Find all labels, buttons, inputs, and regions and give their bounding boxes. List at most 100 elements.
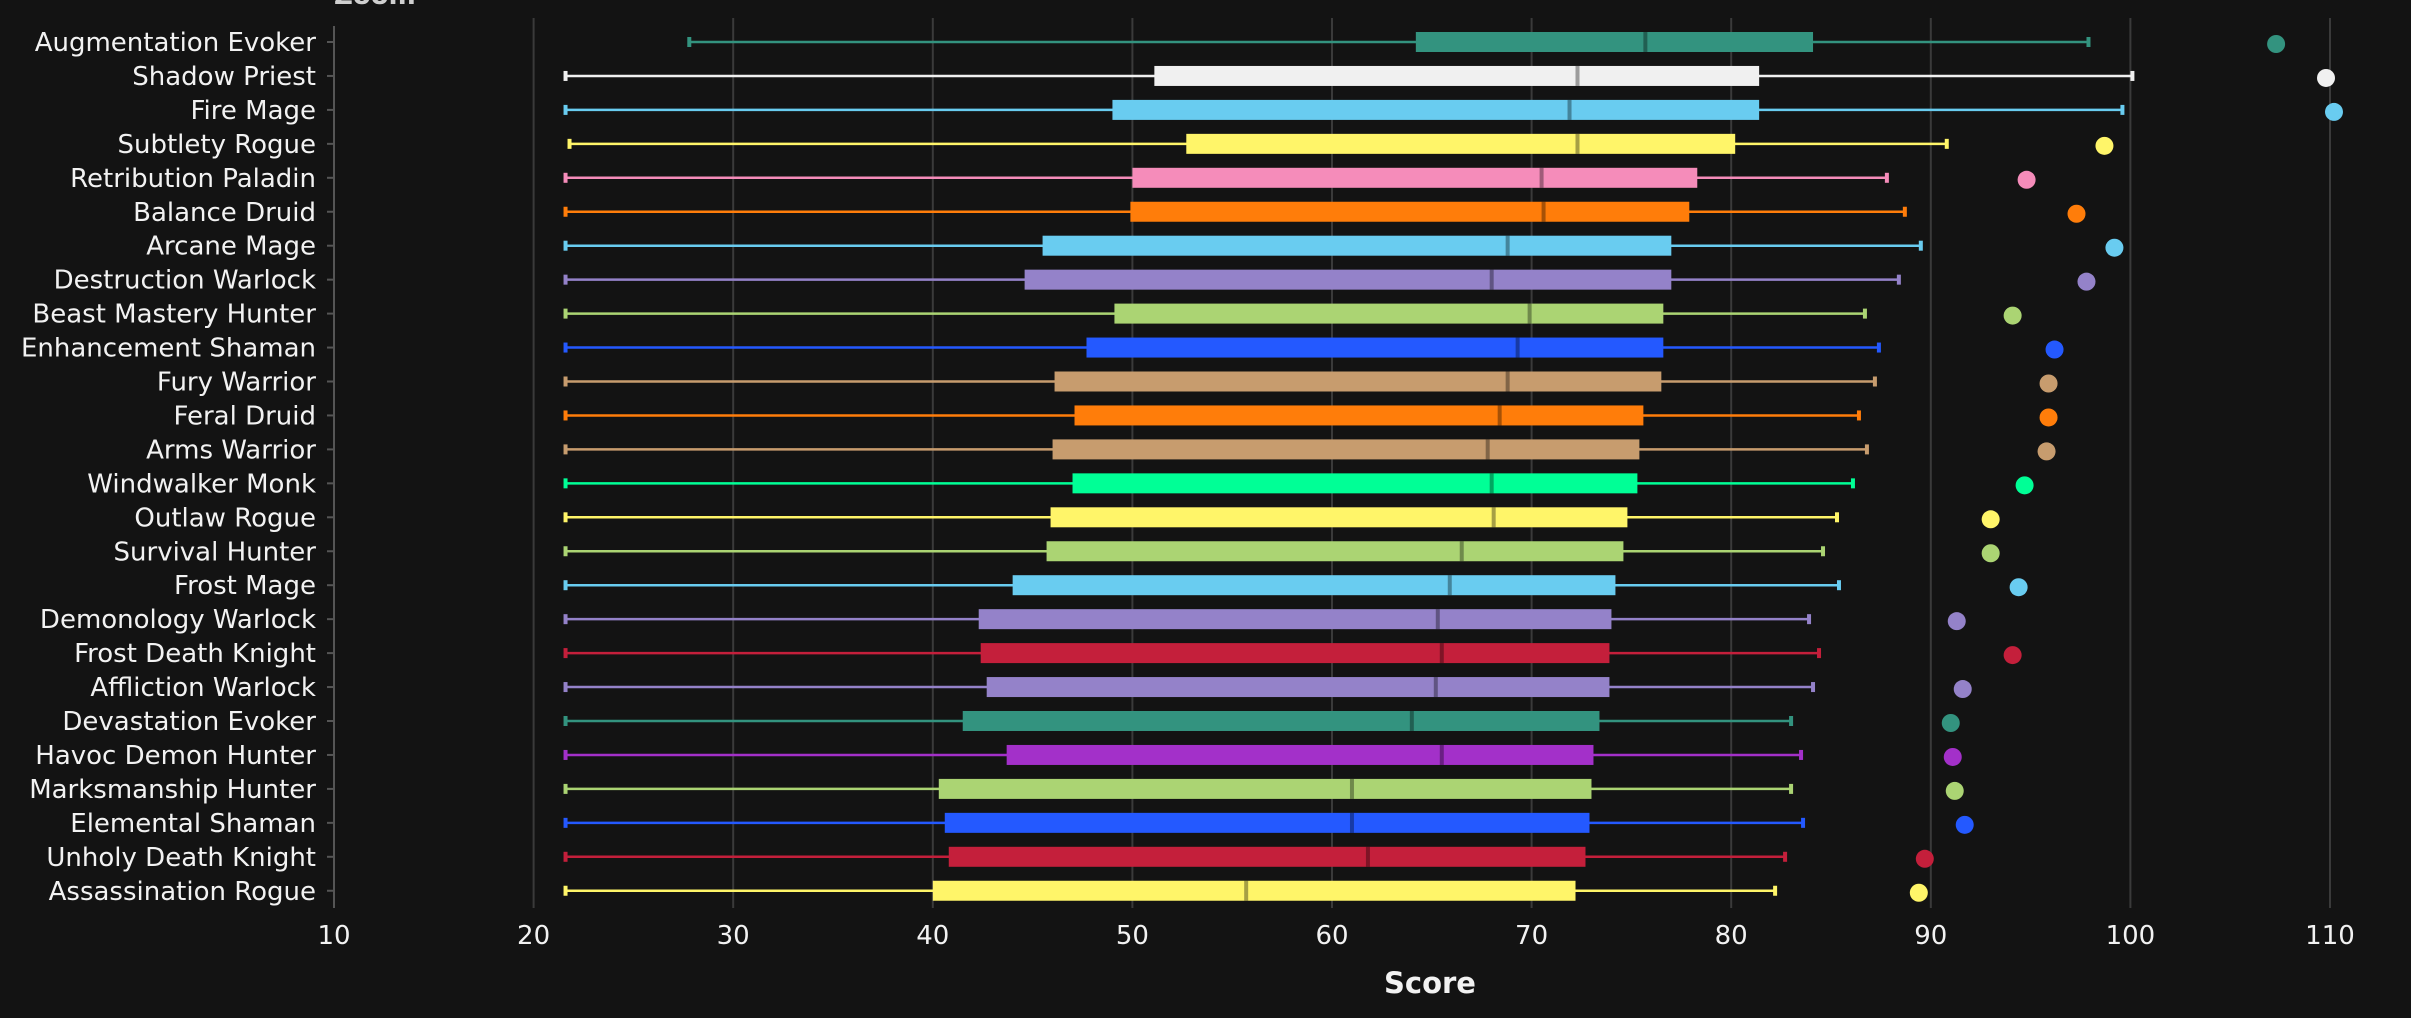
iqr-box-assassination-rogue [932, 880, 1576, 901]
outlier-point-assassination-rogue [1909, 883, 1928, 902]
category-label-shadow-priest: Shadow Priest [132, 62, 316, 92]
x-tick-label-30: 30 [717, 921, 750, 951]
outlier-point-destruction-warlock [2077, 272, 2096, 291]
box-row-devastation-evoker [563, 711, 1960, 732]
outlier-point-enhancement-shaman [2045, 340, 2064, 359]
iqr-box-devastation-evoker [962, 711, 1600, 731]
iqr-box-unholy-death-knight [948, 846, 1586, 867]
iqr-box-havoc-demon-hunter [1006, 744, 1594, 765]
iqr-box-retribution-paladin [1132, 167, 1698, 188]
x-tick-label-40: 40 [916, 921, 949, 951]
axes [327, 26, 335, 908]
box-row-arcane-mage [563, 235, 2124, 257]
iqr-box-frost-death-knight [980, 643, 1610, 664]
category-label-arcane-mage: Arcane Mage [146, 232, 316, 262]
iqr-box-demonology-warlock [978, 609, 1612, 630]
iqr-box-enhancement-shaman [1086, 337, 1664, 358]
iqr-box-fire-mage [1112, 99, 1760, 120]
outlier-point-unholy-death-knight [1915, 849, 1934, 868]
grid-lines [532, 18, 2331, 908]
outlier-point-frost-death-knight [2003, 646, 2022, 665]
iqr-box-marksmanship-hunter [938, 778, 1592, 799]
x-tick-label-110: 110 [2305, 921, 2355, 951]
box-row-shadow-priest [563, 65, 2336, 87]
x-tick-label-20: 20 [517, 921, 550, 951]
category-label-survival-hunter: Survival Hunter [114, 537, 317, 567]
box-row-retribution-paladin [563, 167, 2036, 189]
category-label-assassination-rogue: Assassination Rogue [49, 877, 316, 907]
box-row-elemental-shaman [563, 812, 1974, 834]
box-row-marksmanship-hunter [563, 778, 1964, 800]
iqr-box-arms-warrior [1052, 439, 1640, 460]
category-label-balance-druid: Balance Druid [133, 198, 316, 228]
iqr-box-frost-mage [1012, 575, 1616, 596]
outlier-point-retribution-paladin [2017, 170, 2036, 189]
category-label-frost-mage: Frost Mage [174, 571, 316, 601]
category-label-retribution-paladin: Retribution Paladin [70, 164, 316, 194]
category-label-enhancement-shaman: Enhancement Shaman [21, 334, 316, 364]
box-row-augmentation-evoker [687, 32, 2286, 53]
x-axis-title: Score [1384, 966, 1476, 1000]
iqr-box-elemental-shaman [944, 812, 1590, 833]
iqr-box-feral-druid [1074, 405, 1644, 426]
iqr-box-augmentation-evoker [1415, 32, 1814, 52]
outlier-point-frost-mage [2009, 578, 2028, 597]
box-row-assassination-rogue [563, 880, 1928, 902]
category-label-unholy-death-knight: Unholy Death Knight [46, 843, 316, 873]
iqr-box-outlaw-rogue [1050, 507, 1628, 528]
outlier-point-arms-warrior [2037, 442, 2056, 461]
box-row-survival-hunter [563, 541, 2000, 563]
box-row-outlaw-rogue [563, 507, 2000, 529]
outlier-point-balance-druid [2067, 204, 2086, 223]
x-tick-labels: 10 20 30 40 50 60 70 80 90 100 110 [317, 921, 2354, 951]
x-tick-label-50: 50 [1116, 921, 1149, 951]
box-row-frost-mage [563, 575, 2028, 597]
chart-title: Zoom [334, 0, 416, 11]
x-tick-label-90: 90 [1914, 921, 1947, 951]
category-label-frost-death-knight: Frost Death Knight [74, 639, 316, 669]
box-row-arms-warrior [563, 439, 2056, 461]
box-row-fury-warrior [563, 371, 2058, 393]
category-label-feral-druid: Feral Druid [173, 401, 316, 431]
category-labels: Augmentation Evoker Shadow Priest Fire Mag… [21, 28, 316, 907]
box-row-subtlety-rogue [567, 133, 2114, 155]
x-tick-label-10: 10 [317, 921, 350, 951]
category-label-augmentation-evoker: Augmentation Evoker [35, 28, 317, 58]
category-label-outlaw-rogue: Outlaw Rogue [134, 503, 316, 533]
outlier-point-feral-druid [2039, 408, 2058, 427]
category-label-arms-warrior: Arms Warrior [146, 435, 316, 465]
iqr-box-arcane-mage [1042, 235, 1672, 256]
outlier-point-augmentation-evoker [2267, 35, 2286, 53]
box-row-fire-mage [563, 99, 2343, 121]
box-row-windwalker-monk [563, 473, 2034, 495]
box-row-havoc-demon-hunter [563, 744, 1962, 766]
category-label-devastation-evoker: Devastation Evoker [62, 707, 316, 737]
iqr-box-fury-warrior [1054, 371, 1662, 392]
outlier-point-elemental-shaman [1955, 815, 1974, 834]
category-label-destruction-warlock: Destruction Warlock [54, 266, 316, 296]
iqr-box-windwalker-monk [1072, 473, 1638, 494]
x-tick-label-100: 100 [2106, 921, 2156, 951]
box-row-affliction-warlock [563, 677, 1972, 699]
box-row-feral-druid [563, 405, 2058, 427]
iqr-box-beast-mastery-hunter [1114, 303, 1664, 324]
iqr-box-balance-druid [1130, 201, 1690, 222]
outlier-point-outlaw-rogue [1981, 510, 2000, 529]
category-label-marksmanship-hunter: Marksmanship Hunter [29, 775, 316, 805]
category-label-affliction-warlock: Affliction Warlock [90, 673, 316, 703]
category-label-fire-mage: Fire Mage [190, 96, 316, 126]
outlier-point-fire-mage [2324, 102, 2343, 121]
category-label-demonology-warlock: Demonology Warlock [40, 605, 316, 635]
outlier-point-demonology-warlock [1947, 612, 1966, 631]
category-label-fury-warrior: Fury Warrior [157, 368, 316, 398]
category-label-beast-mastery-hunter: Beast Mastery Hunter [32, 300, 316, 330]
outlier-point-windwalker-monk [2015, 476, 2034, 495]
outlier-point-survival-hunter [1981, 544, 2000, 563]
box-row-destruction-warlock [563, 269, 2096, 291]
iqr-box-survival-hunter [1046, 541, 1624, 562]
iqr-box-shadow-priest [1154, 65, 1760, 86]
outlier-point-havoc-demon-hunter [1943, 747, 1962, 766]
outlier-point-marksmanship-hunter [1945, 781, 1964, 800]
outlier-point-affliction-warlock [1953, 680, 1972, 699]
